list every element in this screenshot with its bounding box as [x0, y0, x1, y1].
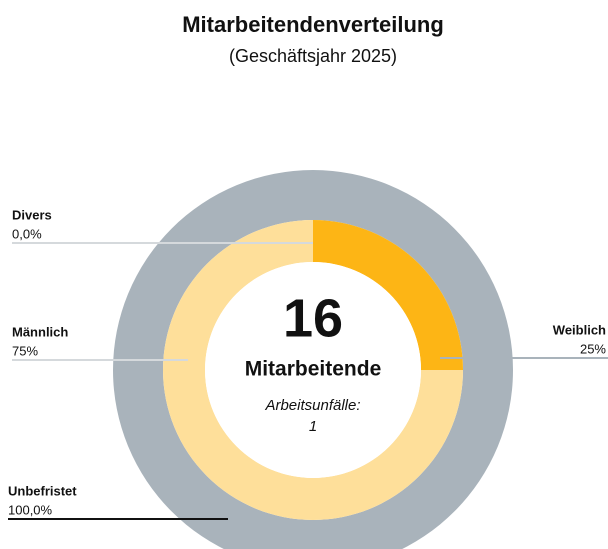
- note-value: 1: [309, 418, 317, 435]
- donut-segment: [313, 220, 463, 370]
- donut-hole: [205, 262, 421, 478]
- category-label: Unbefristet: [8, 483, 77, 498]
- category-label: Weiblich: [553, 322, 606, 337]
- value-label: 75%: [12, 343, 38, 358]
- category-label: Männlich: [12, 324, 68, 339]
- center-value: 16: [283, 288, 343, 348]
- chart-subtitle: (Geschäftsjahr 2025): [229, 46, 397, 66]
- value-label: 25%: [580, 341, 606, 356]
- note-label: Arbeitsunfälle:: [264, 397, 360, 414]
- value-label: 0,0%: [12, 226, 42, 241]
- value-label: 100,0%: [8, 502, 53, 517]
- chart-title: Mitarbeitendenverteilung: [182, 12, 444, 37]
- category-label: Divers: [12, 207, 52, 222]
- center-label: Mitarbeitende: [245, 358, 382, 381]
